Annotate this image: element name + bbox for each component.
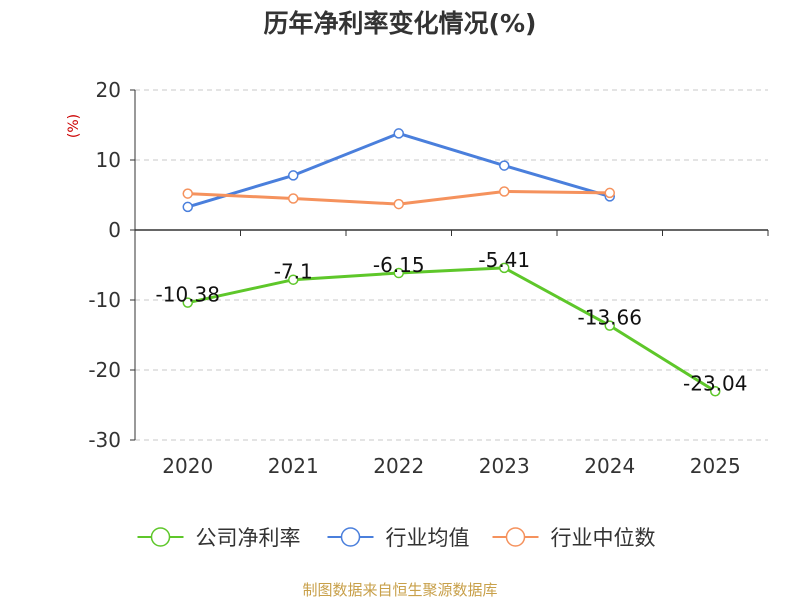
- legend-swatch-marker: [505, 527, 526, 547]
- data-label: -23.04: [683, 371, 747, 395]
- x-tick-label: 2020: [162, 454, 213, 478]
- y-tick-label: -30: [88, 428, 121, 452]
- y-tick-labels: 20 10 0 -10 -20 -30: [88, 78, 121, 452]
- data-point: [499, 186, 510, 197]
- axes: [130, 89, 769, 441]
- data-point: [182, 201, 193, 213]
- data-label: -10.38: [156, 283, 220, 307]
- series-1: [182, 128, 615, 213]
- series-lines: -10.38 -7.1 -6.15 -5.41 -13.66 -23.04: [156, 128, 747, 397]
- data-point: [288, 193, 299, 204]
- data-point: [604, 187, 615, 199]
- data-point: [499, 160, 510, 171]
- y-axis-label: (%): [66, 114, 82, 138]
- chart-title: 历年净利率变化情况(%): [263, 9, 537, 38]
- y-tick-label: -10: [88, 288, 121, 312]
- series-0: -10.38 -7.1 -6.15 -5.41 -13.66 -23.04: [156, 248, 747, 397]
- data-point: [499, 262, 510, 274]
- data-point: [604, 320, 615, 331]
- data-point: [182, 188, 193, 199]
- x-tick-label: 2022: [373, 454, 424, 478]
- gridlines: [135, 89, 768, 441]
- legend-item-1[interactable]: 行业均值: [327, 526, 470, 550]
- data-label: -6.15: [373, 253, 425, 277]
- legend-swatch-marker: [340, 527, 361, 547]
- y-tick-label: 0: [108, 218, 121, 242]
- data-label: -5.41: [478, 248, 530, 272]
- data-point: [288, 170, 299, 181]
- data-point: [288, 274, 299, 285]
- series-line: [187, 266, 717, 393]
- legend-swatch-marker: [150, 527, 171, 547]
- y-tick-label: 20: [96, 78, 121, 102]
- data-label: -7.1: [274, 260, 313, 284]
- data-point: [393, 198, 404, 210]
- legend-label: 公司净利率: [196, 526, 301, 550]
- legend-item-2[interactable]: 行业中位数: [492, 526, 656, 550]
- legend-item-0[interactable]: 公司净利率: [137, 526, 301, 550]
- y-tick-label: -20: [88, 358, 121, 382]
- data-point: [710, 386, 721, 397]
- legend-label: 行业均值: [386, 526, 470, 550]
- data-point: [393, 128, 404, 139]
- data-point: [182, 297, 193, 308]
- x-tick-label: 2024: [584, 454, 635, 478]
- x-tick-label: 2023: [479, 454, 530, 478]
- x-tick-labels: 2020 2021 2022 2023 2024 2025: [162, 454, 740, 478]
- data-source-note: 制图数据来自恒生聚源数据库: [302, 581, 498, 599]
- data-point: [393, 267, 404, 279]
- legend[interactable]: 公司净利率 行业均值 行业中位数: [137, 526, 656, 550]
- data-label: -13.66: [578, 306, 642, 330]
- legend-label: 行业中位数: [551, 526, 656, 550]
- x-tick-label: 2021: [268, 454, 319, 478]
- x-tick-label: 2025: [690, 454, 741, 478]
- y-tick-label: 10: [96, 148, 121, 172]
- series-2: [182, 186, 615, 210]
